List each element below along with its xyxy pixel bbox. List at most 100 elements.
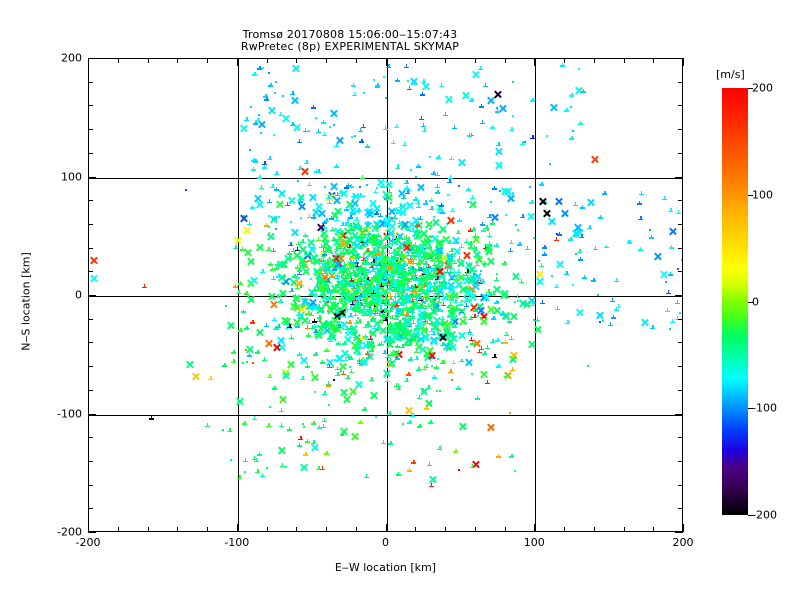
data-point [395,350,404,359]
data-point [374,310,380,315]
data-point [489,201,492,204]
data-point [282,368,291,377]
data-point [298,436,304,441]
axis-tick-y [88,247,93,249]
data-point [389,304,395,309]
data-point [648,234,654,240]
data-point [376,276,379,279]
axis-tick-y [88,152,93,154]
data-point [320,119,326,125]
data-point [365,260,371,266]
data-point [383,277,386,279]
data-point [392,268,398,274]
data-point [341,272,347,277]
data-point [555,232,558,235]
data-point [321,224,327,230]
data-point [407,79,410,82]
data-point [371,250,374,253]
data-point [429,336,438,345]
colorbar-tick [748,88,753,89]
data-point [587,225,593,230]
data-point [391,238,400,247]
data-point [409,287,412,290]
data-point [417,231,420,234]
data-point [301,258,307,263]
data-point [349,252,355,258]
data-point [439,335,445,340]
data-point [427,313,433,318]
data-point [448,343,457,352]
data-point [231,349,237,355]
data-point [408,242,414,247]
data-point [351,287,360,296]
data-point [370,315,376,321]
data-point [441,278,447,284]
data-point [450,278,453,281]
data-point [420,122,426,128]
data-point [309,325,315,330]
data-point [356,301,362,307]
data-point [415,320,424,329]
data-point [393,265,402,274]
data-point [494,108,500,114]
data-point [490,213,499,222]
data-point [509,367,515,372]
data-point [410,266,416,271]
data-point [410,228,416,233]
data-point [413,248,419,254]
data-point [451,269,457,274]
data-point [597,214,603,220]
data-point [321,234,324,237]
data-point [575,252,578,255]
data-point [468,244,474,250]
data-point [417,336,423,342]
data-point [369,317,375,323]
data-point [424,256,430,261]
data-point [311,259,317,265]
data-point [268,225,271,228]
data-point [459,260,465,265]
data-point [366,249,375,258]
data-point [334,252,343,261]
axis-tick-y [678,460,683,462]
data-point [349,253,355,259]
data-point [570,105,573,108]
data-point [339,320,348,329]
data-point [306,257,312,263]
data-point [395,383,401,388]
data-point [422,318,428,323]
x-tick-label: 200 [672,536,694,549]
data-point [333,227,342,236]
colorbar-tick [748,408,753,410]
data-point [412,272,418,277]
plot-area [88,58,683,532]
data-point [436,251,442,256]
data-point [438,333,444,338]
data-point [303,251,312,260]
data-point [410,299,416,304]
data-point [454,306,460,312]
data-point [305,332,311,338]
data-point [418,282,424,288]
data-point [441,253,450,262]
data-point [317,275,326,284]
data-point [425,238,431,244]
data-point [373,278,379,283]
data-point [435,246,444,255]
data-point [401,276,407,282]
data-point [376,244,382,249]
data-point [402,308,405,311]
data-point [295,241,301,246]
data-point [367,302,373,307]
data-point [447,193,450,196]
data-point [376,187,379,190]
data-point [431,218,440,227]
data-point [426,462,432,467]
data-point [316,424,322,430]
data-point [240,124,249,133]
data-point [479,293,488,302]
data-point [257,65,263,71]
data-point [509,351,518,360]
data-point [676,267,679,270]
data-point [504,213,507,216]
